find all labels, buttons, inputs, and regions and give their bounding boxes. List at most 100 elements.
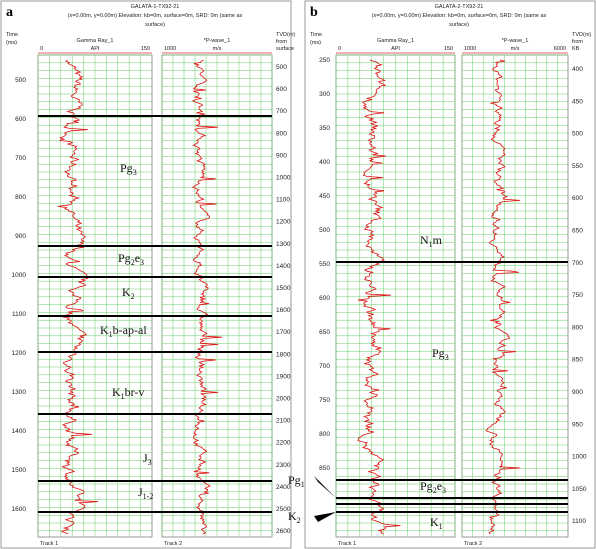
depth-tick: 1000: [572, 454, 587, 461]
depth-tick: 2400: [276, 484, 291, 491]
depth-tick: 500: [276, 64, 287, 71]
time-tick: 600: [15, 116, 26, 123]
gamma-ray-curve: [357, 59, 401, 535]
track-min: 1000: [464, 46, 476, 52]
track-unit: API: [391, 46, 400, 52]
depth-tick: 700: [572, 260, 583, 267]
subscript: 1-2: [143, 492, 154, 501]
depth-tick: 2200: [276, 440, 291, 447]
track-max: 6000: [554, 46, 566, 52]
depth-tick: 800: [276, 130, 287, 137]
time-tick: 800: [319, 431, 330, 438]
depth-tick: 1600: [276, 307, 291, 314]
track-min: 0: [40, 46, 43, 52]
track-name: Gamma Ray_1: [77, 38, 114, 44]
depth-tick: 1200: [276, 219, 291, 226]
text-part: Pg: [288, 473, 301, 487]
depth-tick: 1900: [276, 373, 291, 380]
time-tick: 550: [319, 261, 330, 268]
panel-letter: b: [310, 5, 318, 20]
panel-border: [304, 0, 596, 549]
subscript: 3: [442, 486, 446, 495]
side-label: K2: [288, 509, 301, 525]
text-part: Pg: [120, 161, 133, 175]
time-label: Time: [310, 32, 322, 38]
time-tick: 1300: [12, 389, 27, 396]
depth-tick: 700: [276, 108, 287, 115]
depth-tick: 1500: [276, 285, 291, 292]
formation-label: K2: [122, 285, 135, 301]
gamma-ray-curve: [57, 59, 99, 535]
time-tick: 700: [319, 363, 330, 370]
depth-tick: 2600: [276, 528, 291, 535]
depth-tick: 600: [572, 195, 583, 202]
panel-letter: a: [6, 5, 13, 20]
depth-tick: 2500: [276, 506, 291, 513]
time-tick: 500: [319, 227, 330, 234]
track-min: 1000: [164, 46, 176, 52]
formation-label: Pg3: [432, 346, 449, 362]
subscript: 1: [429, 240, 433, 249]
text-part: b-ap-al: [113, 323, 148, 337]
header-line: (x=0.00m, y=0.00m) Elevation: kb=0m, sur…: [372, 13, 547, 19]
depth-tick: 1800: [276, 351, 291, 358]
depth-tick: 550: [572, 163, 583, 170]
text-part: Pg: [118, 251, 131, 265]
time-tick: 400: [319, 159, 330, 166]
subscript: 1: [109, 330, 113, 339]
text-part: K: [430, 515, 439, 529]
subscript: 3: [445, 353, 449, 362]
time-label: Time: [6, 32, 18, 38]
subscript: 2: [131, 292, 135, 301]
header-line: GALATA-2-TX92-21: [435, 4, 484, 10]
depth-tick: 1300: [276, 241, 291, 248]
track-max: 150: [444, 46, 453, 52]
formation-label: Pg2e3: [420, 479, 446, 495]
track-footer: Track 1: [40, 541, 58, 547]
text-part: N: [420, 233, 429, 247]
time-label: (ms): [6, 40, 17, 46]
text-part: K: [100, 323, 109, 337]
depth-label: from: [572, 39, 583, 45]
subscript: 1: [301, 480, 305, 489]
depth-label: TVD(m): [572, 32, 591, 38]
depth-tick: 1700: [276, 329, 291, 336]
depth-tick: 1100: [572, 518, 586, 525]
subscript: 3: [140, 258, 144, 267]
subscript: 3: [148, 458, 152, 467]
depth-tick: 1000: [276, 175, 291, 182]
time-tick: 750: [319, 397, 330, 404]
time-tick: 600: [319, 295, 330, 302]
depth-label: KB: [572, 46, 580, 52]
text-part: br-v: [125, 385, 145, 399]
text-part: e: [437, 479, 442, 493]
header-line: GALATA-1-TX92-21: [131, 4, 180, 10]
time-tick: 250: [319, 57, 330, 64]
subscript: 2: [433, 486, 437, 495]
p-wave-curve: [191, 59, 222, 535]
depth-tick: 2300: [276, 462, 291, 469]
arrow: [314, 512, 336, 522]
time-tick: 900: [15, 233, 26, 240]
time-tick: 1600: [12, 506, 27, 513]
depth-tick: 2100: [276, 418, 291, 425]
text-part: J: [143, 451, 148, 465]
formation-label: Pg2e3: [118, 251, 144, 267]
header-line: (x=0.00m, y=0.00m) Elevation: kb=0m, sur…: [68, 13, 243, 19]
text-part: K: [288, 509, 297, 523]
subscript: 2: [297, 516, 301, 525]
time-tick: 350: [319, 125, 330, 132]
depth-tick: 850: [572, 357, 583, 364]
text-part: e: [135, 251, 140, 265]
track-footer: Track 2: [164, 541, 182, 547]
formation-label: Pg3: [120, 161, 137, 177]
text-part: J: [138, 485, 143, 499]
text-part: K: [122, 285, 131, 299]
subscript: 2: [131, 258, 135, 267]
depth-tick: 1400: [276, 263, 291, 270]
depth-tick: 1100: [276, 197, 290, 204]
track-min: 0: [338, 46, 341, 52]
subscript: 1: [439, 522, 443, 531]
track-name: *P-wave_1: [204, 38, 231, 44]
